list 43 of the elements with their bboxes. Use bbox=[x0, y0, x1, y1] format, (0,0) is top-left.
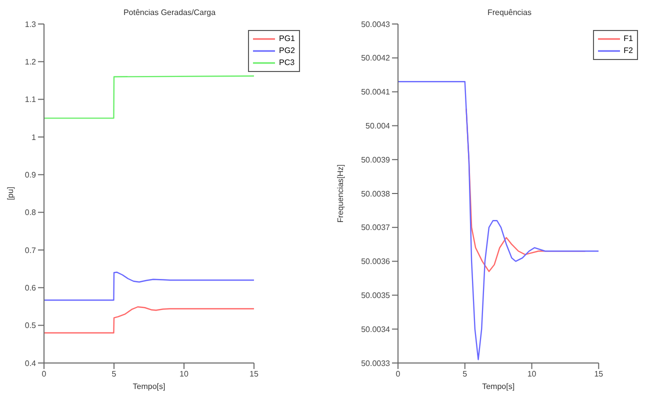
y-tick-label: 0.6 bbox=[24, 284, 37, 293]
legend-label: F1 bbox=[624, 33, 633, 45]
x-axis-title: Tempo[s] bbox=[132, 382, 166, 391]
legend-label: PG1 bbox=[278, 33, 295, 45]
chart-title: Frequências bbox=[486, 8, 533, 17]
x-axis-title: Tempo[s] bbox=[482, 382, 515, 391]
x-tick-label: 15 bbox=[250, 370, 259, 379]
line-series bbox=[398, 81, 599, 360]
y-tick-label: 50.0033 bbox=[361, 358, 391, 368]
line-series bbox=[44, 272, 254, 301]
y-tick-label: 0.9 bbox=[24, 170, 37, 180]
y-tick-label: 50.0036 bbox=[361, 257, 391, 266]
y-tick-label: 50.0035 bbox=[361, 291, 391, 300]
x-tick-label: 0 bbox=[396, 370, 401, 379]
y-tick-label: 0.7 bbox=[24, 246, 37, 255]
x-tick-label: 10 bbox=[180, 370, 189, 379]
y-tick-label: 50.0038 bbox=[361, 189, 391, 198]
y-tick-label: 50.0039 bbox=[361, 155, 391, 164]
y-tick-label: 50.004 bbox=[366, 122, 391, 131]
line-series bbox=[44, 306, 254, 334]
y-tick-label: 50.0041 bbox=[361, 88, 391, 97]
chart-title: Potências Geradas/Carga bbox=[122, 8, 217, 17]
x-tick-label: 15 bbox=[594, 370, 604, 379]
y-tick-label: 50.0037 bbox=[361, 223, 391, 232]
x-tick-label: 10 bbox=[527, 370, 537, 379]
x-tick-label: 5 bbox=[112, 370, 117, 379]
y-tick-label: 50.0034 bbox=[361, 324, 391, 334]
y-tick-label: 1.1 bbox=[24, 95, 37, 104]
y-tick-label: 0.4 bbox=[24, 358, 37, 368]
legend-label: PC3 bbox=[278, 57, 295, 69]
y-tick-label: 0.8 bbox=[24, 208, 37, 218]
y-tick-label: 1 bbox=[32, 132, 37, 142]
y-tick-label: 0.5 bbox=[24, 321, 37, 330]
x-tick-label: 5 bbox=[462, 370, 468, 379]
x-tick-label: 0 bbox=[42, 370, 47, 379]
y-tick-label: 50.0043 bbox=[361, 20, 391, 29]
y-tick-label: 50.0042 bbox=[361, 54, 391, 63]
y-tick-label: 1.3 bbox=[24, 20, 37, 29]
y-axis-title: [pu] bbox=[6, 186, 15, 200]
y-tick-label: 1.2 bbox=[24, 58, 37, 67]
legend-label: PG2 bbox=[278, 45, 295, 57]
y-axis-title: Frequencias[Hz] bbox=[336, 164, 345, 223]
legend-label: F2 bbox=[624, 45, 633, 57]
